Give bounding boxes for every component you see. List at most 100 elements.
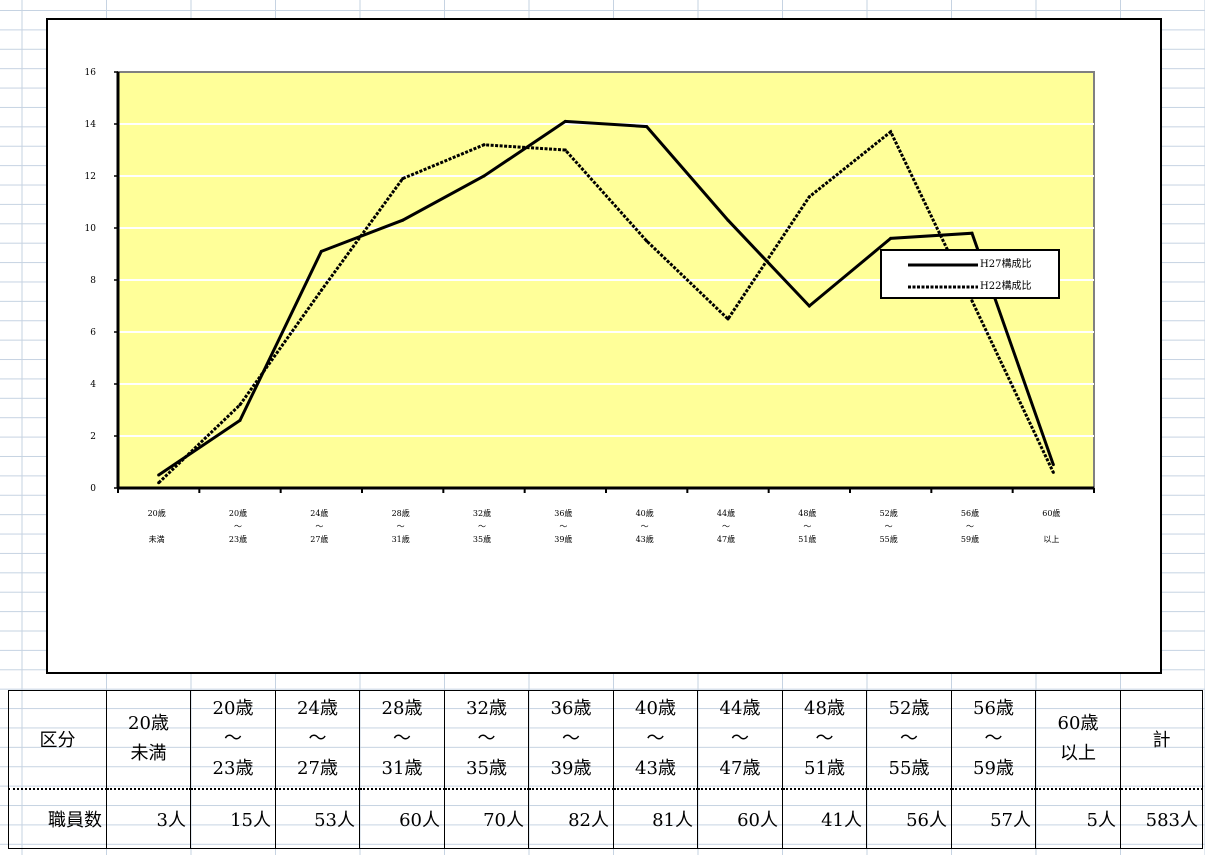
x-tick-label: 44歳 [717,508,735,518]
category-cell-line: ～ [562,728,580,750]
category-cell-line: ～ [731,728,749,750]
y-tick-label: 6 [90,328,96,338]
staff-count-table: 区分 20歳 未満 20歳～ 23歳 24歳～ 27歳 28歳～ 31歳 32歳～ 35歳 36歳～… [8,690,1203,849]
x-tick-label: ～ [478,522,486,531]
staff-count-cell-4: 70人 [444,788,529,849]
x-tick-label: 31歳 [392,534,410,544]
category-cell-4: 32歳 ～ 35歳 [444,690,529,790]
x-tick-label: 59歳 [961,534,979,544]
y-tick-label: 16 [85,68,97,78]
category-cell-2: 24歳 ～ 27歳 [275,690,360,790]
staff-count-cell-1: 15人 [190,788,276,849]
y-tick-label: 8 [90,276,96,286]
staff-count-label-cell: 職員数 [8,788,107,849]
staff-count-cell-7: 60人 [697,788,783,849]
category-header-cell: 区分 [8,690,107,790]
x-tick-label: 60歳 [1042,508,1060,518]
data-point [726,218,730,222]
data-point [482,143,486,147]
category-cell-5: 36歳 ～ 39歳 [528,690,614,790]
table-value-row: 職員数 3人 15人 53人 60人 70人 82人 81人 60人 41人 56人 57人 5人 58… [8,788,1203,849]
data-point [807,304,811,308]
x-tick-label: ～ [397,522,405,531]
data-point [563,119,567,123]
data-point [807,195,811,199]
table-header-row: 区分 20歳 未満 20歳～ 23歳 24歳～ 27歳 28歳～ 31歳 32歳～ 35歳 36歳～… [8,690,1203,790]
data-point [238,418,242,422]
category-cell-line: ～ [308,728,327,750]
category-cell-line: 36歳 [550,698,592,720]
x-tick-label: 28歳 [392,508,410,518]
chart-legend: H27構成比 H22構成比 [880,249,1060,299]
category-cell-3: 28歳 ～ 31歳 [359,690,445,790]
x-tick-label: ～ [315,522,323,531]
x-tick-label: 43歳 [636,534,654,544]
series-line-h27 [157,119,1055,477]
legend-swatch-dotted [908,285,978,289]
x-tick-label: 23歳 [229,534,247,544]
category-cell-line: 56歳 [973,698,1014,720]
category-cell-line: ～ [646,728,665,750]
category-cell-1: 20歳 ～ 23歳 [190,690,276,790]
data-point [401,218,405,222]
data-point [157,481,161,485]
staff-count-cell-11: 5人 [1035,788,1121,849]
legend-swatch-solid [908,263,978,267]
x-tick-label: 未満 [149,534,165,544]
x-tick-label: 52歳 [880,508,898,518]
x-tick-label: ～ [803,522,811,531]
data-point [726,317,730,321]
category-cell-line: 24歳 [297,698,338,720]
x-tick-label: ～ [885,522,893,531]
category-cell-line: 27歳 [297,758,338,780]
category-cell-line: 55歳 [888,758,930,780]
category-cell-line: 32歳 [466,698,507,720]
legend-item-h27: H27構成比 [908,256,1031,274]
category-cell-line: ～ [224,728,242,750]
data-point [482,174,486,178]
x-tick-label: 20歳 [148,508,166,518]
x-tick-label: 35歳 [473,534,491,544]
staff-count-cell-8: 41人 [782,788,867,849]
legend-label-h22: H22構成比 [980,281,1032,292]
category-cell-line: 20歳 [128,713,169,735]
data-point [645,125,649,129]
data-point [970,299,974,303]
x-tick-label: 48歳 [798,508,816,518]
data-point [238,403,242,407]
category-cell-11: 60歳 以上 [1035,690,1121,790]
category-cell-line: 48歳 [804,698,845,720]
staff-count-cell-2: 53人 [275,788,360,849]
category-cell-line: 59歳 [973,758,1014,780]
data-point [563,148,567,152]
x-tick-label: ～ [234,522,242,531]
category-cell-line: 28歳 [381,698,423,720]
data-point [889,236,893,240]
x-tick-label: 55歳 [880,534,898,544]
y-tick-label: 4 [90,380,96,390]
data-point [970,231,974,235]
staff-count-cell-9: 56人 [866,788,952,849]
x-tick-label: 56歳 [961,508,979,518]
x-tick-label: 以上 [1043,535,1059,544]
category-cell-line: ～ [984,728,1003,750]
y-tick-label: 2 [90,432,96,442]
category-cell-0: 20歳 未満 [106,690,191,790]
x-tick-label: ～ [966,522,974,531]
x-tick-label: 39歳 [554,534,572,544]
category-cell-line: ～ [393,728,411,750]
x-tick-label: ～ [722,522,730,531]
category-cell-line: 52歳 [888,698,930,720]
category-cell-line: 47歳 [719,758,761,780]
data-point [157,473,161,477]
category-cell-line: 20歳 [212,698,254,720]
x-tick-label: ～ [641,522,649,531]
category-cell-6: 40歳 ～ 43歳 [613,690,698,790]
total-value-cell: 583人 [1120,788,1203,849]
x-tick-label: 27歳 [310,534,328,544]
legend-item-h22: H22構成比 [908,278,1031,296]
category-cell-line: 43歳 [635,758,676,780]
category-cell-line: ～ [477,728,496,750]
category-cell-line: 39歳 [550,758,592,780]
